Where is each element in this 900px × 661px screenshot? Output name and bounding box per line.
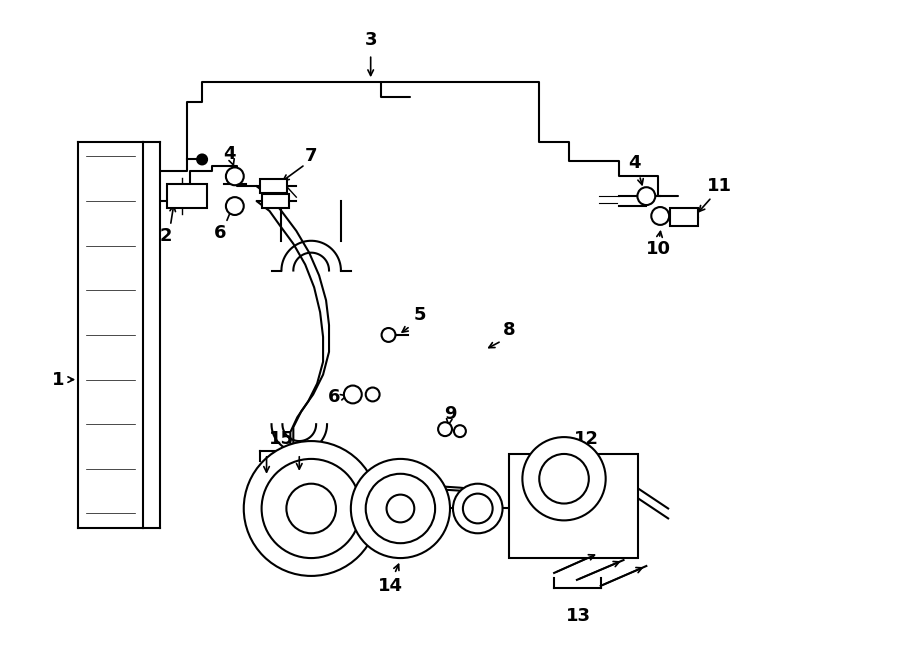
- Circle shape: [365, 387, 380, 401]
- Text: 6: 6: [328, 389, 340, 407]
- Text: 1: 1: [52, 371, 65, 389]
- Circle shape: [226, 167, 244, 185]
- Bar: [509, 454, 638, 558]
- Bar: [262, 194, 290, 208]
- Text: 14: 14: [378, 577, 403, 595]
- Circle shape: [365, 474, 435, 543]
- Circle shape: [197, 155, 207, 165]
- Circle shape: [522, 437, 606, 520]
- Circle shape: [539, 454, 589, 504]
- Circle shape: [286, 484, 336, 533]
- Bar: [167, 184, 207, 208]
- Circle shape: [386, 494, 414, 522]
- Bar: [259, 179, 287, 193]
- Text: 11: 11: [707, 177, 733, 195]
- Circle shape: [382, 328, 395, 342]
- Text: 2: 2: [159, 227, 172, 245]
- Text: 8: 8: [503, 321, 516, 339]
- Circle shape: [351, 459, 450, 558]
- Circle shape: [453, 484, 502, 533]
- Circle shape: [344, 385, 362, 403]
- Text: 15: 15: [269, 430, 294, 448]
- Circle shape: [637, 187, 655, 205]
- Circle shape: [244, 441, 379, 576]
- Text: 5: 5: [414, 306, 427, 324]
- Text: 12: 12: [574, 430, 599, 448]
- Text: 9: 9: [444, 405, 456, 423]
- Circle shape: [438, 422, 452, 436]
- Text: 10: 10: [645, 240, 670, 258]
- Circle shape: [652, 207, 669, 225]
- Text: 6: 6: [213, 224, 226, 242]
- Bar: [670, 208, 698, 226]
- Circle shape: [454, 425, 466, 437]
- Circle shape: [463, 494, 492, 524]
- Circle shape: [226, 197, 244, 215]
- Circle shape: [262, 459, 361, 558]
- Text: 4: 4: [628, 155, 641, 173]
- Text: 7: 7: [305, 147, 318, 165]
- Text: 4: 4: [223, 145, 236, 163]
- Text: 13: 13: [566, 607, 591, 625]
- Text: 3: 3: [364, 32, 377, 50]
